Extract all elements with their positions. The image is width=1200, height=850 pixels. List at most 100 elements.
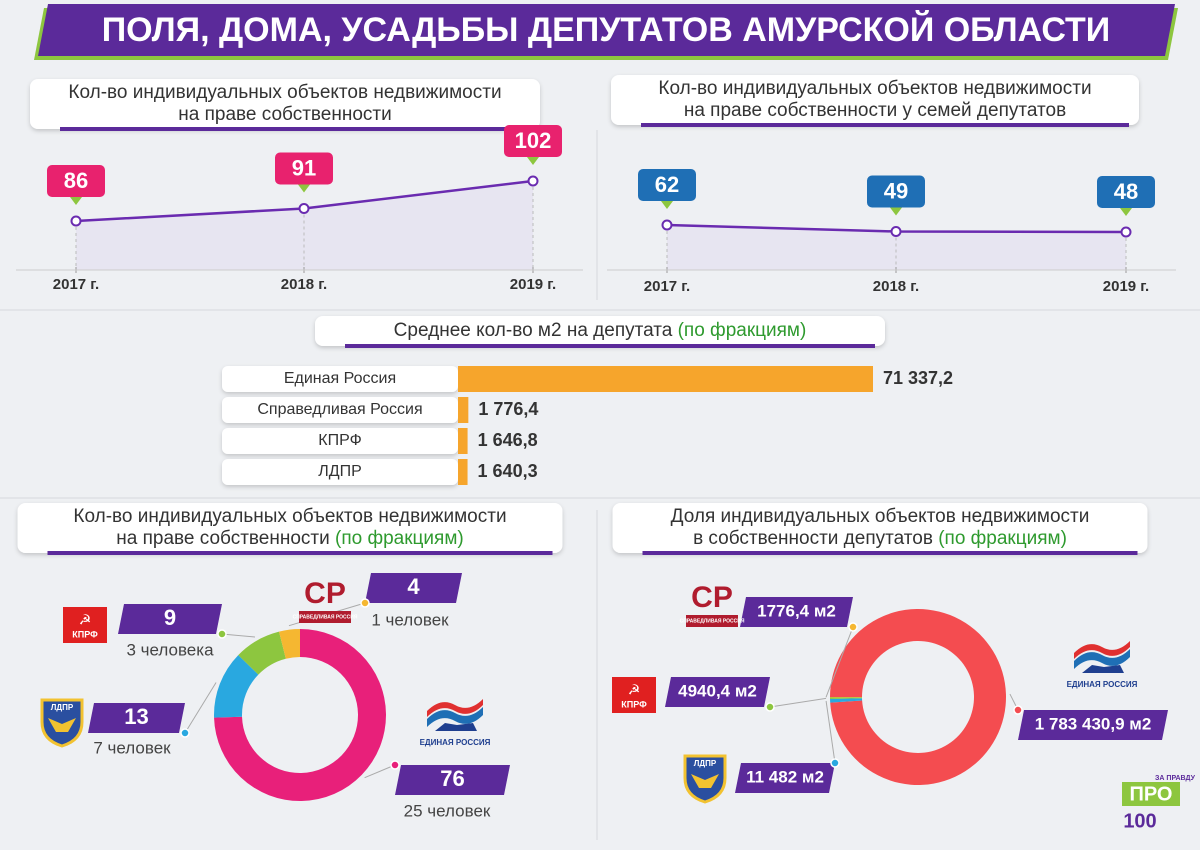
- category-box: [222, 459, 458, 485]
- connector-dot: [1013, 705, 1023, 715]
- title-underline: [60, 127, 530, 131]
- logo-bear: [1082, 665, 1124, 673]
- logo-mark: СР: [691, 581, 733, 614]
- donut-slice: [830, 697, 863, 700]
- line-point: [70, 215, 82, 227]
- chart-title-note: (по фракциям): [335, 528, 464, 549]
- value-label: 13: [124, 704, 148, 729]
- chart-title-line: на праве собственности: [178, 104, 391, 125]
- chart-title-line: на праве собственности: [116, 528, 329, 549]
- party-logo: ☭КПРФ: [612, 677, 656, 713]
- note-label: 3 человека: [126, 640, 214, 659]
- party-logo: СР СПРАВЕДЛИВАЯ РОССИЯ: [680, 581, 745, 627]
- connector: [825, 700, 836, 764]
- brand-number: 100: [1123, 810, 1156, 832]
- value-box: [1097, 176, 1155, 208]
- chart-title: в собственности депутатов (по фракциям): [693, 528, 1067, 549]
- logo-mark: СР: [304, 577, 346, 610]
- bar: [458, 366, 873, 392]
- party-logo: ЕДИНАЯ РОССИЯ: [420, 699, 491, 747]
- connector-dot: [360, 598, 370, 608]
- logo-flag: [427, 699, 483, 717]
- brand-logo: ПРО ЗА ПРАВДУ 100: [1122, 775, 1196, 832]
- chart-title: на праве собственности: [178, 104, 391, 125]
- value-pointer: [1120, 208, 1132, 216]
- logo-band: [686, 615, 738, 627]
- donut-slice: [279, 629, 300, 659]
- logo-box: [612, 677, 656, 713]
- value-label: 102: [515, 128, 552, 153]
- logo-text: СПРАВЕДЛИВАЯ РОССИЯ: [680, 618, 745, 624]
- category-box: [222, 366, 458, 392]
- chart-title: Доля индивидуальных объектов недвижимост…: [671, 506, 1090, 527]
- brand-box: [1122, 782, 1180, 806]
- donut-slice: [214, 655, 259, 718]
- line-point: [298, 203, 310, 214]
- connector-dot: [217, 629, 227, 639]
- logo-text: КПРФ: [621, 699, 647, 709]
- chart-title-note: (по фракциям): [678, 320, 807, 341]
- note-label: 1 человек: [371, 610, 449, 629]
- title-pill: [612, 503, 1148, 553]
- category-label: Единая Россия: [284, 370, 396, 387]
- logo-band: [299, 611, 351, 623]
- x-tick-label: 2018 г.: [281, 276, 327, 293]
- value-box: [867, 175, 925, 208]
- value-box: [740, 597, 853, 627]
- chart-title: Кол-во индивидуальных объектов недвижимо…: [68, 82, 501, 103]
- value-label: 9: [164, 605, 176, 630]
- value-label: 76: [440, 766, 464, 791]
- chart-title: Кол-во индивидуальных объектов недвижимо…: [73, 506, 506, 527]
- logo-eagle: [48, 718, 76, 732]
- value-label: 48: [1114, 179, 1138, 204]
- x-tick-label: 2017 г.: [644, 278, 690, 295]
- value-box: [47, 165, 105, 197]
- x-tick-label: 2017 г.: [53, 276, 99, 293]
- logo-eagle: [691, 774, 719, 788]
- logo-text: ЛДПР: [694, 759, 717, 768]
- value-pointer: [527, 157, 539, 165]
- value-label: 4: [407, 574, 420, 599]
- value-label: 91: [292, 155, 316, 180]
- logo-flag: [1074, 649, 1130, 669]
- value-box: [88, 703, 185, 733]
- chart-title-line: Кол-во индивидуальных объектов недвижимо…: [658, 78, 1091, 99]
- value-label: 4940,4 м2: [678, 681, 757, 700]
- value-box: [395, 765, 510, 795]
- connector: [184, 682, 217, 734]
- value-label: 1 646,8: [478, 430, 538, 450]
- title-underline: [641, 123, 1129, 127]
- value-box: [735, 763, 835, 793]
- value-label: 1 640,3: [478, 461, 538, 481]
- line-point: [527, 175, 539, 187]
- bar: [458, 397, 469, 423]
- logo-flag: [427, 707, 483, 727]
- logo-shield: [40, 698, 84, 748]
- category-label: ЛДПР: [318, 463, 362, 480]
- value-box: [638, 169, 696, 201]
- brand-small: ЗА ПРАВДУ: [1155, 775, 1196, 782]
- donut-slice: [830, 608, 1007, 785]
- value-pointer: [890, 207, 902, 216]
- title-pill: [611, 75, 1139, 125]
- value-box: [665, 677, 770, 707]
- value-pointer: [298, 184, 310, 193]
- value-label: 1776,4 м2: [757, 601, 836, 620]
- chart-title-line: Среднее кол-во м2 на депутата: [394, 320, 673, 341]
- chart-title: Кол-во индивидуальных объектов недвижимо…: [658, 78, 1091, 99]
- chart-title: Среднее кол-во м2 на депутата (по фракци…: [394, 320, 807, 341]
- x-tick-label: 2019 г.: [1103, 278, 1149, 295]
- value-box: [1018, 710, 1168, 740]
- connector-dot: [830, 758, 840, 768]
- donut-slice: [830, 698, 863, 703]
- donut-slice: [214, 629, 387, 801]
- value-box: [504, 125, 562, 157]
- title-pill: [17, 503, 563, 553]
- chart-title: на праве собственности (по фракциям): [116, 528, 463, 549]
- value-label: 11 482 м2: [746, 767, 824, 786]
- title-pill: [315, 316, 885, 346]
- value-label: 62: [655, 172, 679, 197]
- value-label: 1 776,4: [478, 399, 538, 419]
- logo-text: КПРФ: [72, 629, 98, 639]
